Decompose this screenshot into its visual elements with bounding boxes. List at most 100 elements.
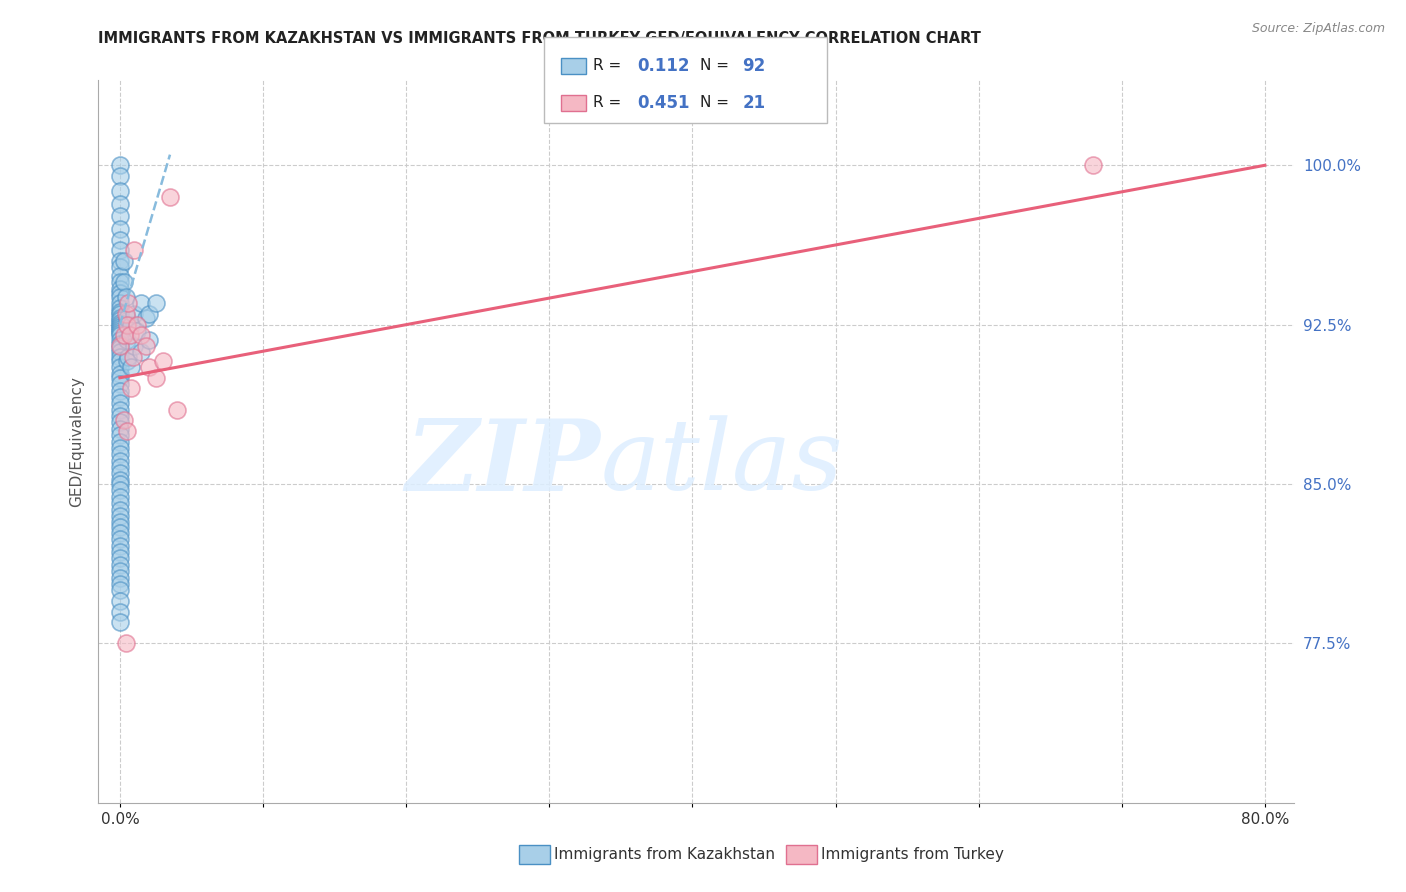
Point [108,483,131,498]
Text: R =: R = [593,58,627,73]
Point [120,360,142,375]
Point [108,345,131,359]
Point [108,371,131,385]
Point [118,328,141,343]
Point [108,473,131,487]
Text: Source: ZipAtlas.com: Source: ZipAtlas.com [1251,22,1385,36]
Point [108,508,131,523]
Point [1081,158,1104,172]
Point [108,318,131,332]
Point [112,275,135,289]
Point [112,253,135,268]
Point [108,396,131,410]
Point [108,222,131,236]
Point [108,253,131,268]
Point [135,311,157,326]
Point [115,318,138,332]
Point [125,324,148,338]
Text: Immigrants from Turkey: Immigrants from Turkey [821,847,1004,862]
Point [120,381,142,395]
Point [108,326,131,340]
Point [108,328,131,343]
Point [131,328,153,343]
Point [108,275,131,289]
Point [108,311,131,326]
Point [108,260,131,275]
Point [117,350,139,364]
Point [108,196,131,211]
Point [108,441,131,455]
Point [108,158,131,172]
Point [108,583,131,598]
Point [108,324,131,338]
Point [159,190,181,204]
Point [108,416,131,430]
Point [108,169,131,183]
Point [108,453,131,467]
Point [108,184,131,198]
Point [145,296,167,310]
Text: ZIP: ZIP [405,415,600,511]
Point [108,502,131,516]
Point [112,328,135,343]
Point [108,467,131,481]
Point [108,268,131,283]
Point [108,301,131,315]
Point [108,281,131,295]
Point [108,336,131,351]
Point [131,345,153,359]
Point [108,428,131,442]
Point [108,367,131,381]
Point [152,353,174,368]
Point [122,307,145,321]
Text: 0.112: 0.112 [637,57,689,75]
Point [114,636,136,650]
Point [108,307,131,321]
Point [108,209,131,223]
Point [115,424,138,438]
Text: IMMIGRANTS FROM KAZAKHSTAN VS IMMIGRANTS FROM TURKEY GED/EQUIVALENCY CORRELATION: IMMIGRANTS FROM KAZAKHSTAN VS IMMIGRANTS… [98,31,981,46]
Point [108,558,131,572]
Point [108,533,131,547]
Point [108,233,131,247]
Text: atlas: atlas [600,416,844,511]
Point [166,402,188,417]
Point [112,413,135,427]
Point [121,350,143,364]
Point [108,322,131,336]
Point [120,318,142,332]
Point [114,290,136,304]
Point [108,615,131,629]
Text: 21: 21 [742,94,765,112]
Point [108,434,131,449]
Point [108,350,131,364]
Point [108,460,131,475]
Point [108,333,131,347]
Point [115,333,138,347]
Point [108,519,131,533]
Point [108,305,131,319]
Point [108,384,131,398]
Point [131,296,153,310]
Text: R =: R = [593,95,627,111]
Point [125,318,148,332]
Point [108,402,131,417]
Point [108,490,131,504]
Point [115,311,138,326]
Point [108,605,131,619]
Point [122,244,145,258]
Point [138,333,160,347]
Point [108,551,131,566]
Point [108,545,131,559]
Point [108,296,131,310]
Text: N =: N = [700,95,734,111]
Point [108,360,131,375]
Point [108,285,131,300]
Point [114,307,136,321]
Point [145,371,167,385]
Point [108,525,131,540]
Point [108,577,131,591]
Text: Immigrants from Kazakhstan: Immigrants from Kazakhstan [554,847,775,862]
Point [108,496,131,510]
Point [108,319,131,334]
